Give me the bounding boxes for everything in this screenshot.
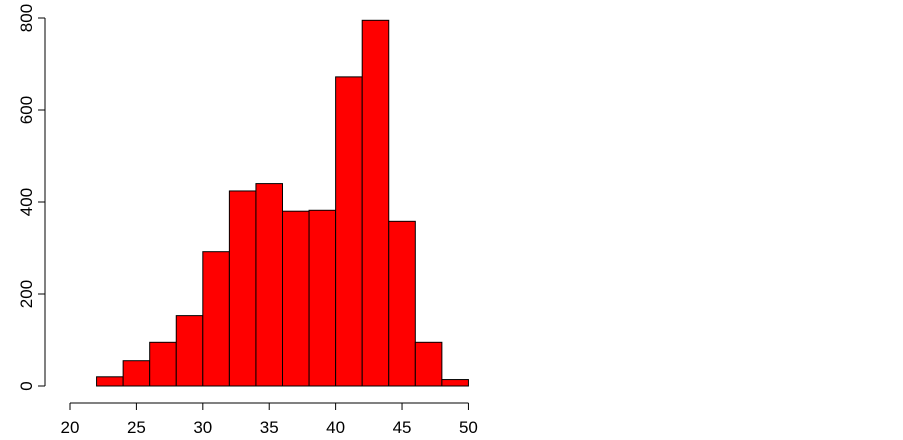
bar bbox=[202, 251, 230, 387]
bar bbox=[175, 315, 204, 387]
x-tick-label: 30 bbox=[193, 418, 212, 437]
x-tick-label: 35 bbox=[260, 418, 279, 437]
bar bbox=[255, 183, 283, 387]
x-tick-label: 40 bbox=[326, 418, 345, 437]
y-tick-label: 400 bbox=[17, 188, 36, 216]
bar bbox=[388, 220, 416, 387]
bar bbox=[96, 376, 124, 387]
bar bbox=[282, 210, 310, 387]
y-tick-label: 800 bbox=[17, 4, 36, 32]
y-tick-label: 200 bbox=[17, 280, 36, 308]
bar bbox=[122, 360, 151, 387]
bar bbox=[361, 19, 390, 387]
bar bbox=[414, 341, 443, 387]
x-tick-label: 25 bbox=[127, 418, 146, 437]
x-tick-label: 50 bbox=[459, 418, 478, 437]
bar bbox=[335, 76, 363, 387]
x-tick-label: 20 bbox=[61, 418, 80, 437]
bar bbox=[149, 341, 177, 387]
y-tick-label: 0 bbox=[17, 381, 36, 390]
x-tick-label: 45 bbox=[393, 418, 412, 437]
y-tick-label: 600 bbox=[17, 96, 36, 124]
bar bbox=[308, 209, 337, 387]
bar bbox=[441, 379, 469, 387]
bar bbox=[228, 190, 257, 387]
